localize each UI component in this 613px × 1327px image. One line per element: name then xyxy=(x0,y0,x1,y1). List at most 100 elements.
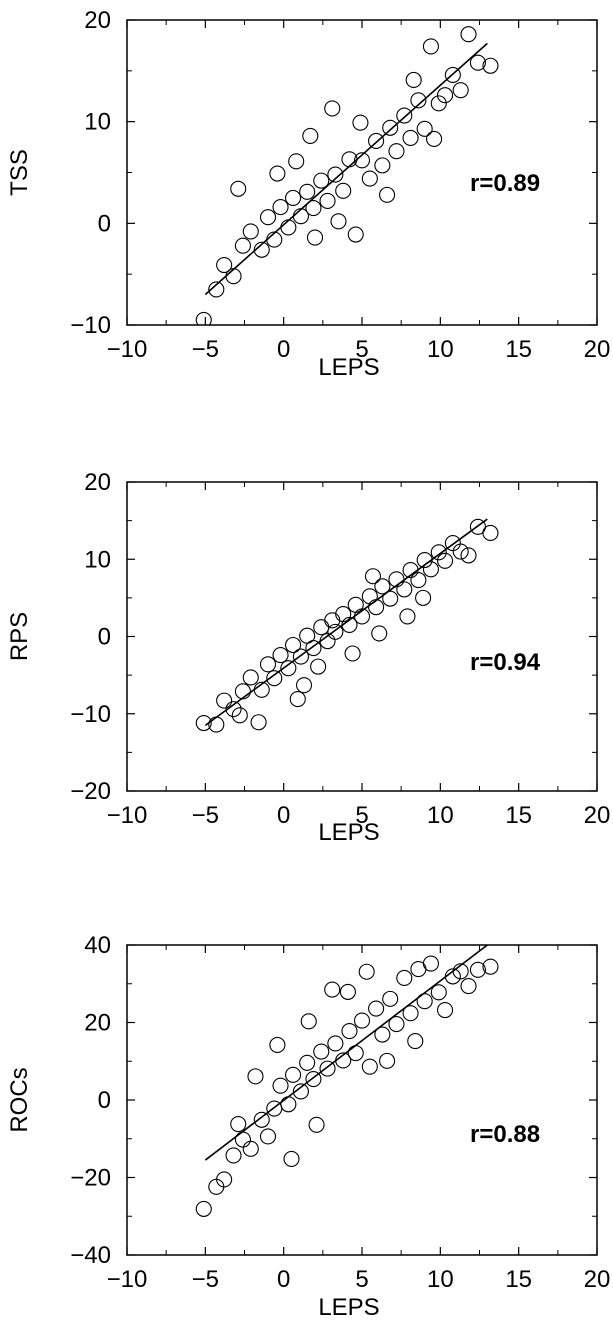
scatter-point xyxy=(288,153,305,170)
y-tick-label: 0 xyxy=(98,1087,111,1114)
y-tick-label: 40 xyxy=(84,932,111,959)
scatter-point xyxy=(396,107,413,124)
scatter-point xyxy=(405,71,422,89)
x-tick-label: 15 xyxy=(505,802,532,829)
scatter-point xyxy=(402,129,419,146)
scatter-point xyxy=(324,100,341,117)
scatter-point xyxy=(225,701,242,718)
scatter-point xyxy=(460,547,477,564)
y-tick-label: 20 xyxy=(84,469,111,496)
y-tick-label: −20 xyxy=(70,1165,111,1192)
scatter-point xyxy=(195,1200,212,1217)
y-axis-title: RPS xyxy=(6,612,33,661)
scatter-point xyxy=(347,226,364,243)
scatter-point xyxy=(292,1083,309,1100)
scatter-point xyxy=(225,268,242,285)
fit-line xyxy=(204,518,488,726)
scatter-point xyxy=(280,660,297,677)
y-tick-label: −20 xyxy=(70,778,111,805)
scatter-point xyxy=(269,1036,286,1054)
chart-panel-1: −10 −5 0 5 10 15 20 −10 0 10 20 LEPS TSS r=0.89 xyxy=(6,7,610,381)
y-tick-label: 20 xyxy=(84,1010,111,1037)
x-tick-label: 0 xyxy=(277,336,290,363)
scatter-point xyxy=(300,1013,317,1030)
scatter-point xyxy=(319,192,336,210)
scatter-point xyxy=(353,152,371,169)
scatter-point xyxy=(292,648,309,665)
scatter-point xyxy=(247,1068,264,1085)
scatter-point xyxy=(482,57,499,74)
scatter-point xyxy=(407,1033,424,1050)
scatter-point xyxy=(285,189,302,206)
scatter-point xyxy=(460,978,477,995)
x-tick-label: −5 xyxy=(192,1266,219,1293)
scatter-point xyxy=(313,172,330,189)
x-tick-label: −10 xyxy=(107,802,148,829)
x-tick-label: 15 xyxy=(505,336,532,363)
scatter-point xyxy=(430,95,447,112)
x-tick-label: −10 xyxy=(107,1266,148,1293)
scatter-point xyxy=(352,114,369,131)
scatter-point xyxy=(339,983,356,1000)
scatter-point xyxy=(250,714,267,731)
scatter-point xyxy=(208,281,225,298)
fit-line xyxy=(204,945,488,1161)
scatter-point xyxy=(259,656,277,673)
scatter-point xyxy=(347,1045,364,1062)
scatter-point xyxy=(234,237,251,254)
scatter-points xyxy=(195,26,499,325)
scatter-point xyxy=(272,646,289,664)
scatter-point xyxy=(335,182,352,199)
scatter-point xyxy=(313,619,330,636)
plot-frame xyxy=(126,481,598,792)
correlation-label: r=0.89 xyxy=(470,170,540,197)
scatter-point xyxy=(230,1115,247,1133)
scatter-point xyxy=(253,241,270,258)
scatter-point xyxy=(295,677,313,694)
scatter-point xyxy=(327,1035,344,1052)
x-tick-label: −10 xyxy=(107,336,148,363)
scatter-point xyxy=(422,561,439,578)
scatter-point xyxy=(306,229,324,246)
y-tick-label: 10 xyxy=(84,546,111,573)
x-tick-label: 10 xyxy=(427,802,454,829)
scatter-point xyxy=(430,984,447,1001)
scatter-point xyxy=(379,1052,396,1069)
scatter-point xyxy=(416,120,433,137)
scatter-point xyxy=(310,658,327,675)
scatter-point xyxy=(452,543,469,560)
scatter-point xyxy=(327,166,344,183)
scatter-point xyxy=(436,1002,454,1019)
scatter-point xyxy=(469,54,486,71)
scatter-point xyxy=(415,589,432,606)
x-axis-title: LEPS xyxy=(318,354,379,381)
x-tick-label: 5 xyxy=(355,1266,368,1293)
scatter-point xyxy=(319,1060,336,1077)
scatter-point xyxy=(460,26,477,43)
x-tick-label: 10 xyxy=(427,336,454,363)
scatter-point xyxy=(195,714,212,732)
scatter-point xyxy=(422,38,439,55)
scatter-point xyxy=(285,1066,302,1083)
scatter-point xyxy=(289,691,306,708)
x-tick-label: 10 xyxy=(427,1266,454,1293)
scatter-point xyxy=(482,524,499,542)
scatter-point xyxy=(234,683,251,700)
scatter-point xyxy=(280,219,297,236)
scatter-point xyxy=(410,92,427,109)
x-tick-label: 20 xyxy=(584,336,611,363)
x-tick-label: 0 xyxy=(277,1266,290,1293)
x-tick-label: 15 xyxy=(505,1266,532,1293)
scatter-point xyxy=(430,544,447,561)
scatter-point xyxy=(299,1054,316,1071)
y-tick-label: −40 xyxy=(70,1242,111,1269)
scatter-point xyxy=(272,199,289,216)
scatter-point xyxy=(335,606,352,623)
scatter-point xyxy=(253,1111,270,1128)
scatter-point xyxy=(285,636,302,654)
scatter-point xyxy=(382,990,399,1007)
x-tick-label: 5 xyxy=(355,336,368,363)
scatter-point xyxy=(327,623,344,640)
y-tick-label: 10 xyxy=(84,109,111,136)
